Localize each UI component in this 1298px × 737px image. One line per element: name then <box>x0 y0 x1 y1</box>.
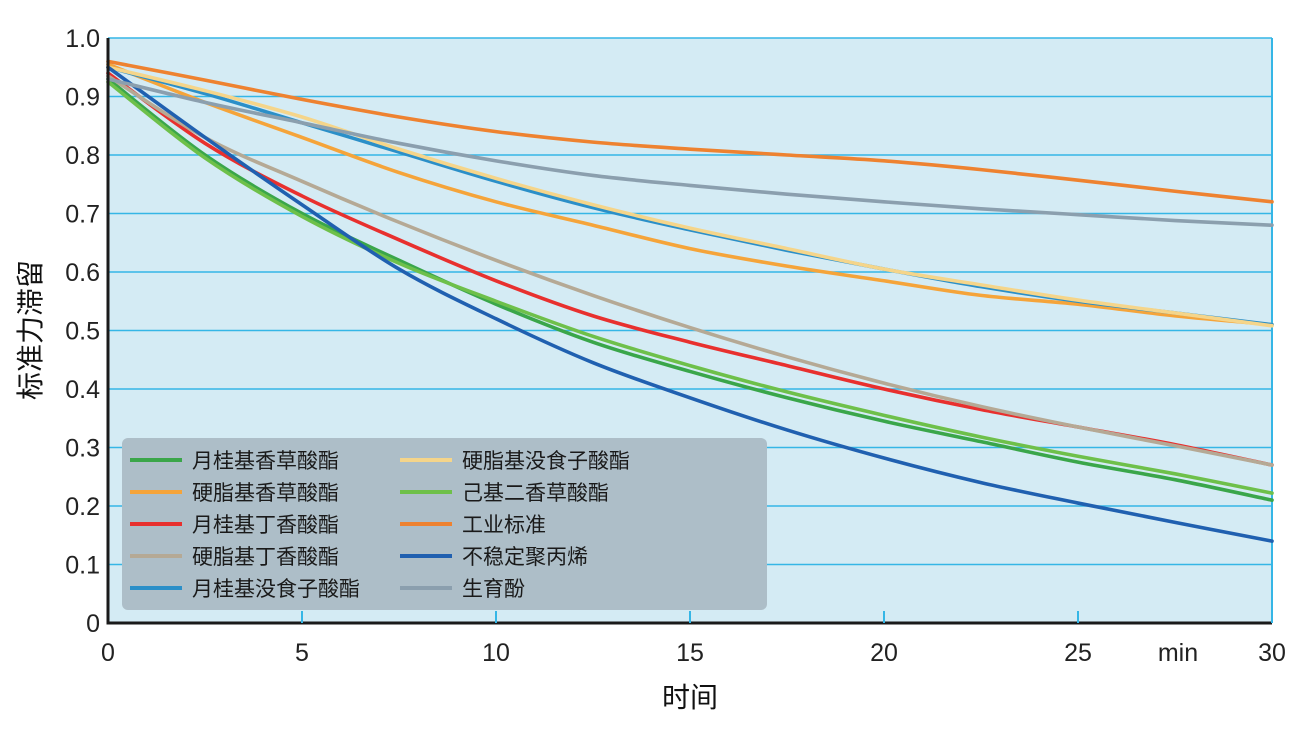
y-tick-label: 0.9 <box>65 84 100 112</box>
series-line-9 <box>106 77 1274 227</box>
y-tick-label: 0.3 <box>65 435 100 463</box>
legend-label: 月桂基丁香酸酯 <box>192 513 339 537</box>
legend-label: 生育酚 <box>462 577 525 601</box>
x-tick-label: 30 <box>1258 639 1286 667</box>
y-tick-label: 0.7 <box>65 201 100 229</box>
tick-labels: 0 0.1 0.2 0.3 0.4 0.5 0.6 0.7 0.8 0.9 1.0 0 5 10 15 20 2… <box>65 25 1286 667</box>
y-tick-label: 0.2 <box>65 493 100 521</box>
y-tick-label: 0.5 <box>65 318 100 346</box>
y-tick-label: 1.0 <box>65 25 100 53</box>
legend-label: 硬脂基没食子酸酯 <box>462 449 630 473</box>
x-tick-label: 0 <box>101 639 115 667</box>
x-axis-unit: min <box>1158 639 1198 667</box>
axes <box>106 38 1273 625</box>
x-tick-label: 10 <box>482 639 510 667</box>
x-tick-label: 5 <box>295 639 309 667</box>
legend-label: 硬脂基香草酸酯 <box>192 481 339 505</box>
x-tick-label: 15 <box>676 639 704 667</box>
y-tick-label: 0.8 <box>65 142 100 170</box>
series-line-7 <box>106 59 1274 204</box>
series-line-5 <box>106 65 1274 328</box>
series-line-0 <box>106 77 1274 502</box>
series-line-8 <box>106 65 1274 543</box>
x-tick-label: 25 <box>1064 639 1092 667</box>
legend-label: 月桂基香草酸酯 <box>192 449 339 473</box>
legend-label: 硬脂基丁香酸酯 <box>192 545 339 569</box>
series-lines <box>106 59 1274 543</box>
y-tick-label: 0.1 <box>65 552 100 580</box>
y-axis-title: 标准力滞留 <box>14 260 47 400</box>
y-tick-label: 0.4 <box>65 376 100 404</box>
x-axis-title: 时间 <box>662 681 718 714</box>
y-tick-label: 0 <box>86 610 100 638</box>
x-tick-label: 20 <box>870 639 898 667</box>
series-line-3 <box>106 74 1274 467</box>
legend-label: 月桂基没食子酸酯 <box>192 577 360 601</box>
legend-label: 不稳定聚丙烯 <box>462 545 588 569</box>
legend-label: 工业标准 <box>462 513 546 537</box>
series-line-1 <box>106 62 1274 327</box>
series-line-6 <box>106 80 1274 495</box>
legend-label: 己基二香草酸酯 <box>462 481 609 505</box>
y-tick-label: 0.6 <box>65 259 100 287</box>
